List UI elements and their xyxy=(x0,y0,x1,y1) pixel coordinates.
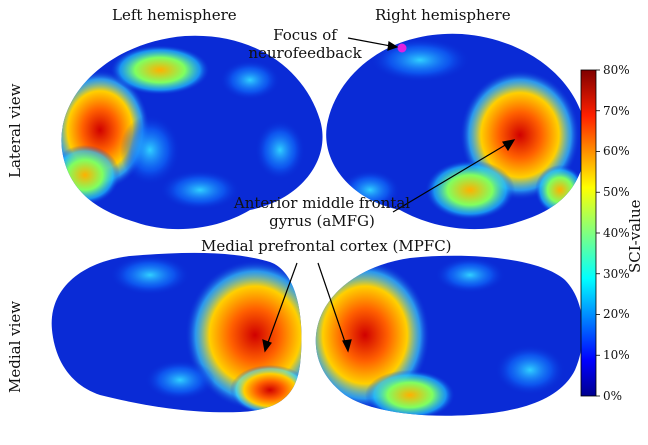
mpfc-annotation: Medial prefrontal cortex (MPFC) xyxy=(201,237,452,255)
annotation-arrows xyxy=(262,37,516,353)
medial-view-label: Medial view xyxy=(6,300,24,393)
left-lateral-brain xyxy=(61,35,323,230)
right-hemisphere-header: Right hemisphere xyxy=(375,6,511,24)
lateral-view-label: Lateral view xyxy=(6,83,24,178)
colorbar-ticks xyxy=(596,69,600,397)
colorbar-tick-label: 10% xyxy=(603,348,630,362)
colorbar-tick-label: 50% xyxy=(603,185,630,199)
colorbar-tick-label: 70% xyxy=(603,104,630,118)
focus-marker xyxy=(397,43,407,53)
colorbar-tick-label: 40% xyxy=(603,226,630,240)
colorbar-label: SCI-value xyxy=(626,199,644,274)
left-medial-brain xyxy=(51,252,302,413)
colorbar-tick-label: 80% xyxy=(603,63,630,77)
colorbar-tick-label: 0% xyxy=(603,389,623,403)
focus-annotation-line2: neurofeedback xyxy=(248,44,362,62)
colorbar-tick-label: 20% xyxy=(603,307,630,321)
colorbar-tick-label: 30% xyxy=(603,267,630,281)
amfg-annotation: Anterior middle frontal gyrus (aMFG) xyxy=(208,194,436,230)
amfg-annotation-line1: Anterior middle frontal xyxy=(233,194,411,212)
right-lateral-brain xyxy=(326,33,587,230)
left-hemisphere-header: Left hemisphere xyxy=(112,6,237,24)
focus-annotation-line1: Focus of xyxy=(273,26,337,44)
amfg-annotation-line2: gyrus (aMFG) xyxy=(269,212,375,230)
colorbar xyxy=(580,69,597,397)
right-medial-brain xyxy=(315,255,583,416)
colorbar-tick-label: 60% xyxy=(603,144,630,158)
focus-annotation: Focus of neurofeedback xyxy=(244,26,366,62)
